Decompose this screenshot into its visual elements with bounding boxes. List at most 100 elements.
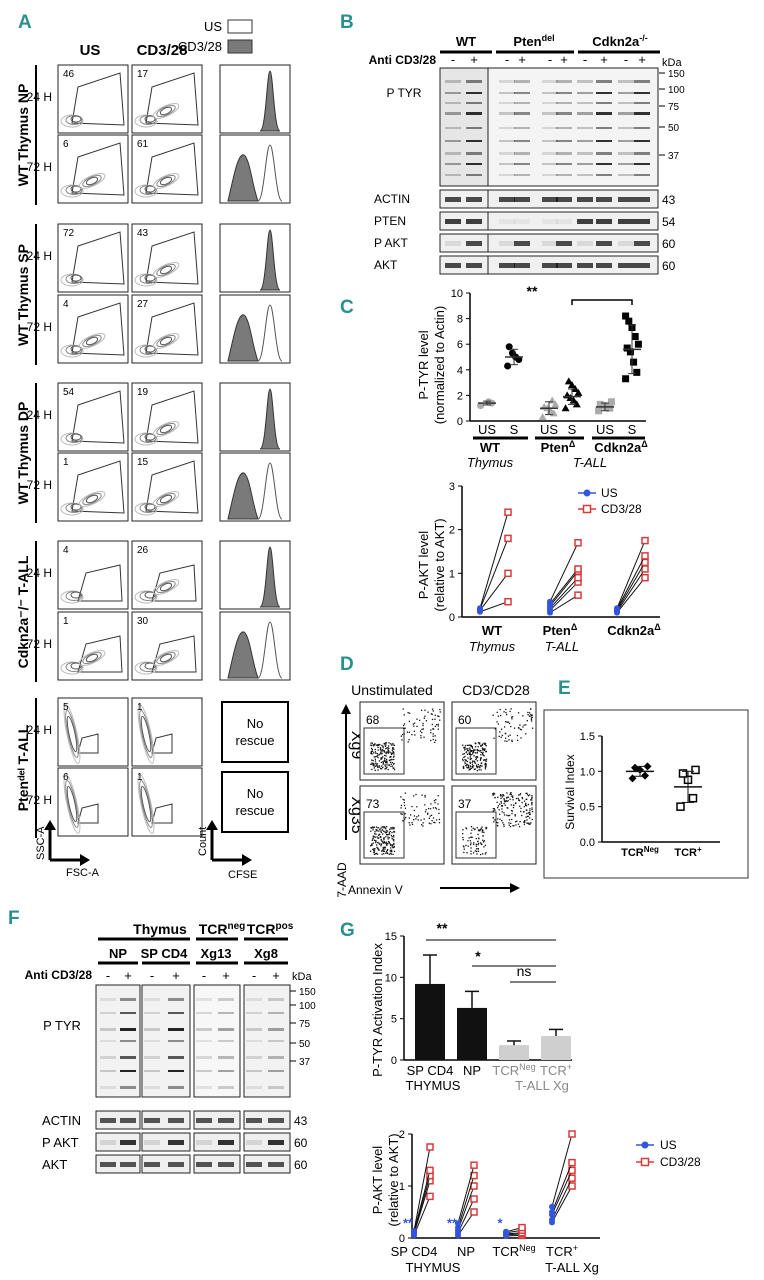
panel-f-thymus: Thymus	[133, 921, 187, 937]
panel-d-dot	[393, 845, 395, 848]
panel-d-dot	[522, 811, 525, 813]
panel-g-x-label: NP	[463, 1063, 481, 1078]
panel-a-contour	[156, 334, 176, 348]
panel-d-dot	[377, 827, 379, 829]
panel-d-dot	[475, 843, 477, 845]
panel-a-time-label: 24 H	[27, 723, 52, 737]
panel-b-blot-band	[445, 263, 461, 268]
panel-d-dot	[386, 751, 389, 753]
panel-b-blot-row: ACTIN 43	[374, 189, 676, 209]
panel-d-dot	[377, 769, 379, 771]
panel-d-dot	[374, 765, 376, 767]
panel-d-dot	[475, 845, 478, 847]
panel-d-dot	[403, 733, 405, 735]
panel-d-dot	[513, 825, 515, 827]
panel-a-contour	[139, 662, 157, 672]
panel-d-dot	[521, 796, 523, 799]
panel-f-band	[268, 1070, 284, 1072]
panel-a-gate-value: 1	[63, 457, 69, 468]
panel-d-dot	[483, 840, 485, 842]
panel-g-akt-us-point	[411, 1227, 417, 1234]
panel-b-blot-band	[445, 197, 461, 202]
panel-d-dot	[512, 806, 515, 809]
panel-g-bar	[457, 1007, 487, 1060]
panel-a-hist-peak	[259, 70, 281, 132]
panel-d-dot	[437, 728, 439, 730]
panel-f-blot-band	[120, 1162, 136, 1167]
panel-d-dot	[384, 745, 387, 748]
panel-d-dot	[384, 757, 386, 760]
panel-c-akt-pair-line	[549, 568, 579, 605]
panel-d-dot	[479, 750, 481, 752]
panel-d-dot	[522, 715, 524, 717]
panel-d-dot	[438, 822, 441, 824]
panel-d-dot	[425, 809, 427, 811]
panel-g-x-label: TCR+	[540, 1062, 572, 1078]
panel-d-dot	[530, 799, 532, 801]
panel-d-dot	[493, 792, 495, 794]
panel-f-band	[246, 1086, 262, 1089]
panel-d-dot	[382, 761, 384, 763]
panel-a-contour	[137, 704, 155, 764]
panel-d-dot	[413, 722, 416, 724]
panel-d-dot	[529, 823, 531, 825]
panel-b-sign: -	[624, 52, 628, 67]
panel-d-dot	[375, 763, 377, 765]
panel-a-contour	[156, 263, 176, 277]
panel-d-dot	[391, 844, 394, 846]
panel-f-sign: -	[150, 968, 154, 983]
panel-d-dot	[463, 851, 465, 854]
panel-c-akt-pair-line	[616, 540, 646, 609]
panel-c-point	[622, 312, 630, 320]
panel-d-dot	[525, 809, 528, 811]
panel-a-contour	[156, 580, 176, 594]
panel-d-dot	[384, 831, 386, 833]
panel-b-band	[577, 140, 593, 142]
panel-d-dot	[483, 749, 485, 751]
panel-f-band	[196, 1086, 212, 1089]
panel-d-dot	[389, 756, 391, 759]
panel-a-contour	[78, 333, 106, 349]
panel-g-akt-tall: T-ALL Xg	[545, 1260, 599, 1275]
panel-d-dot	[511, 716, 514, 718]
panel-c-point	[626, 348, 634, 356]
panel-d-dot	[373, 853, 376, 856]
panel-e-frame	[543, 709, 749, 879]
panel-f-blot-kda: 43	[294, 1114, 308, 1128]
panel-d-dot	[375, 839, 377, 842]
panel-g-akt-cd3-point	[470, 1161, 478, 1169]
panel-a-contour	[85, 653, 99, 663]
panel-b-blot-band	[556, 219, 572, 224]
panel-d-dot	[475, 756, 477, 758]
panel-a-time-label: 72 H	[27, 478, 52, 492]
panel-d-dot	[493, 821, 495, 823]
panel-d-dot	[510, 822, 512, 824]
panel-d-dot	[378, 754, 380, 756]
panel-d-dot	[519, 794, 521, 796]
panel-f-blot-band	[144, 1118, 160, 1123]
panel-d-dot	[434, 714, 436, 716]
panel-d-gate-value: 37	[458, 797, 472, 811]
panel-d-dot	[480, 764, 482, 767]
panel-d-dot	[474, 746, 477, 748]
panel-a-time-label: 24 H	[27, 408, 52, 422]
panel-d-dot	[378, 843, 381, 845]
panel-c-series	[595, 398, 615, 415]
panel-f-band	[144, 1040, 160, 1042]
panel-a-gate	[145, 460, 199, 514]
panel-d-dot	[372, 752, 375, 754]
panel-d-dot	[370, 750, 373, 753]
panel-d-dot	[501, 794, 503, 796]
panel-d-dot	[370, 742, 372, 744]
panel-b-blot-band	[577, 197, 593, 202]
panel-d-dot	[373, 851, 375, 853]
panel-d-dot	[469, 840, 472, 842]
panel-d-dot	[462, 744, 464, 746]
panel-d-dot	[387, 746, 389, 749]
panel-d-dot	[421, 731, 423, 734]
panel-f-blot-frame	[243, 1154, 291, 1174]
panel-a-axes-arrows	[44, 820, 252, 866]
panel-d-dot	[485, 763, 487, 765]
panel-f-blot-frame	[141, 1154, 191, 1174]
panel-d-dot	[385, 752, 387, 755]
